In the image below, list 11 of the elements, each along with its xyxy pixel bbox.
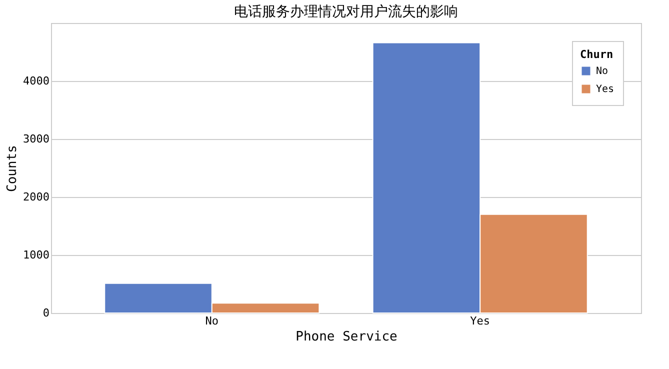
y-axis-title: Counts xyxy=(5,145,20,192)
y-tick-label: 1000 xyxy=(23,248,50,262)
legend-label: No xyxy=(596,66,608,77)
y-tick-label: 0 xyxy=(42,306,50,320)
y-tick-label: 3000 xyxy=(23,132,50,146)
y-tick-label: 4000 xyxy=(23,74,50,88)
x-axis-title: Phone Service xyxy=(296,330,398,344)
y-tick-label: 2000 xyxy=(23,190,50,204)
chart-title: 电话服务办理情况对用户流失的影响 xyxy=(234,4,458,20)
legend-title: Churn xyxy=(580,48,614,61)
legend-label: Yes xyxy=(596,84,614,95)
